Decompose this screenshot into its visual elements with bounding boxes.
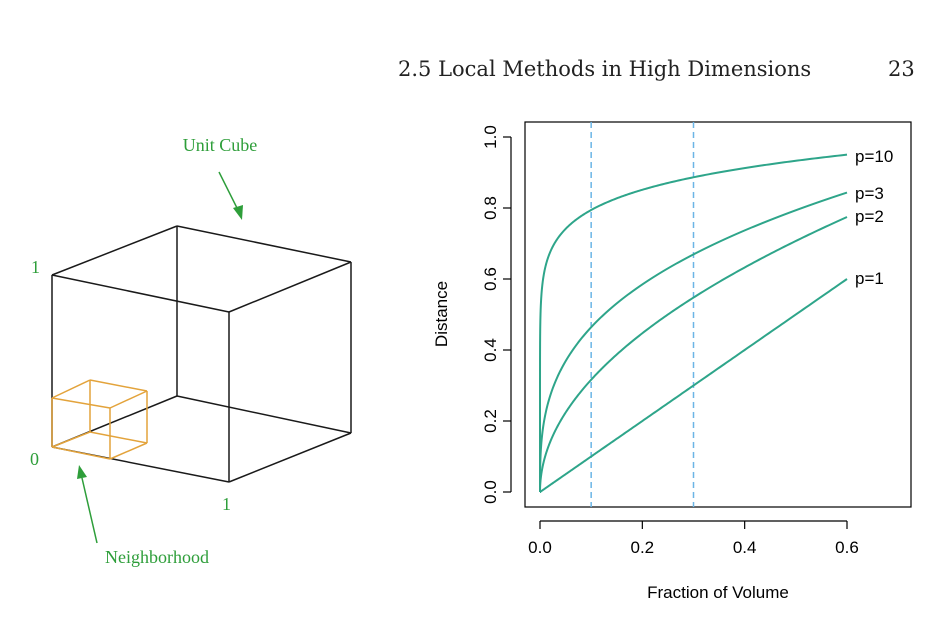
unit-cube-arrow-head — [233, 205, 243, 220]
neighborhood-label: Neighborhood — [105, 547, 209, 567]
plot-frame — [524, 121, 912, 508]
distance-chart: p=10p=3p=2p=1 0.00.20.40.60.81.0 0.0 0.2 0… — [432, 121, 912, 602]
series-line-p=10 — [539, 153, 848, 492]
neighborhood-arrow-line — [81, 477, 98, 544]
series-label-p=10: p=10 — [855, 147, 893, 166]
y-tick-label-2: 0.4 — [481, 338, 500, 362]
page-header-title: 2.5 Local Methods in High Dimensions — [398, 57, 812, 81]
y-tick-label-4: 0.8 — [481, 196, 500, 220]
unit-cube-label: Unit Cube — [183, 135, 258, 155]
series-line-p=2 — [539, 216, 848, 492]
cube-axis-label-1-bottom: 1 — [222, 494, 231, 514]
neighborhood-arrow-head — [77, 465, 87, 479]
y-axis: 0.0 0.2 0.4 0.6 0.8 1.0 — [481, 125, 512, 504]
reference-vlines — [590, 122, 695, 507]
series-line-p=3 — [539, 191, 848, 492]
y-tick-label-5: 1.0 — [481, 125, 500, 149]
series-line-p=1 — [539, 278, 848, 493]
page-number: 23 — [888, 57, 915, 81]
cube-axis-label-0: 0 — [30, 449, 39, 469]
series-label-p=1: p=1 — [855, 269, 884, 288]
cube-axis-label-1-top: 1 — [31, 257, 40, 277]
y-tick-label-1: 0.2 — [481, 409, 500, 433]
x-tick-label-2: 0.4 — [733, 538, 757, 557]
x-axis: 0.0 0.2 0.4 0.6 — [528, 520, 859, 557]
unit-cube-figure: Unit Cube — [30, 135, 352, 567]
y-tick-label-3: 0.6 — [481, 267, 500, 291]
series-label-p=3: p=3 — [855, 184, 884, 203]
x-tick-label-0: 0.0 — [528, 538, 552, 557]
series-label-p=2: p=2 — [855, 207, 884, 226]
unit-cube — [51, 225, 352, 483]
series-curves — [539, 153, 848, 493]
x-axis-label: Fraction of Volume — [647, 583, 789, 602]
neighborhood-cube — [51, 379, 148, 460]
series-labels: p=10 p=3 p=2 p=1 — [855, 147, 893, 288]
y-tick-label-0: 0.0 — [481, 480, 500, 504]
x-tick-label-3: 0.6 — [835, 538, 859, 557]
x-tick-label-1: 0.2 — [631, 538, 655, 557]
y-axis-label: Distance — [432, 281, 451, 347]
unit-cube-arrow-line — [218, 171, 239, 211]
